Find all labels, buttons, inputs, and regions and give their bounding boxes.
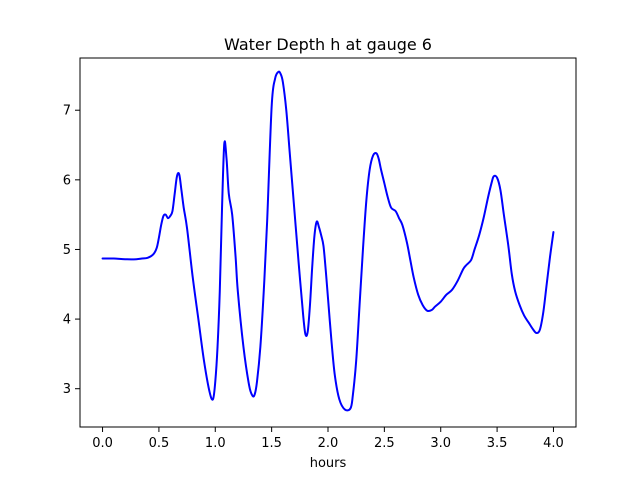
x-axis: 0.0 0.5 1.0 1.5 2.0 2.5 3.0 3.5 4.0 <box>92 427 564 451</box>
x-tick-label: 4.0 <box>543 436 564 451</box>
y-tick-label: 5 <box>63 243 71 258</box>
x-tick-label: 1.0 <box>205 436 226 451</box>
x-axis-label: hours <box>310 456 347 471</box>
x-tick-label: 3.0 <box>430 436 451 451</box>
y-tick-label: 4 <box>63 313 71 328</box>
x-tick-label: 1.5 <box>261 436 282 451</box>
x-tick-label: 2.5 <box>374 436 395 451</box>
water-depth-line <box>101 70 555 412</box>
axes-frame <box>79 57 577 428</box>
x-tick-label: 0.0 <box>92 436 113 451</box>
x-tick-label: 0.5 <box>149 436 170 451</box>
x-tick-label: 3.5 <box>487 436 508 451</box>
x-tick-label: 2.0 <box>318 436 339 451</box>
chart-title: Water Depth h at gauge 6 <box>224 35 432 54</box>
y-tick-label: 3 <box>63 382 71 397</box>
plot-area <box>101 70 555 412</box>
y-axis: 3 4 5 6 7 <box>63 104 80 397</box>
y-tick-label: 6 <box>63 173 71 188</box>
y-tick-label: 7 <box>63 104 71 119</box>
